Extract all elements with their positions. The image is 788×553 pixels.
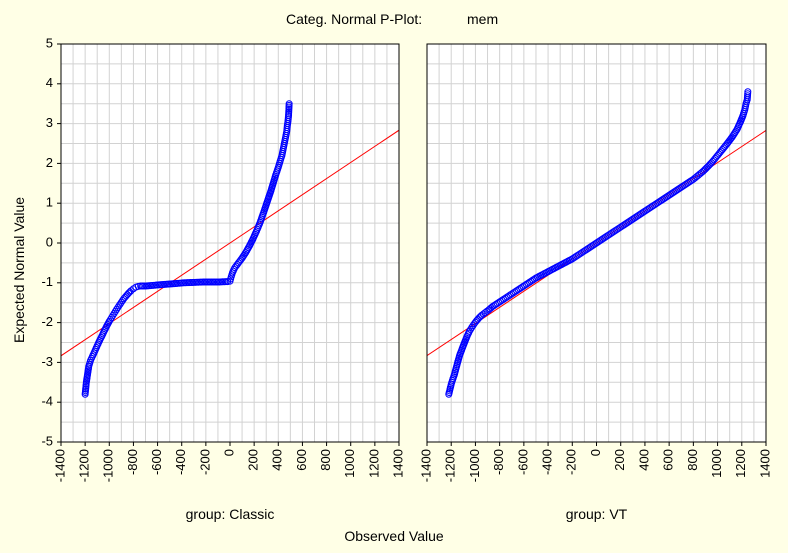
x-tick-label: -1000 — [467, 449, 482, 482]
x-tick-label: 1200 — [366, 449, 381, 478]
y-tick-label: -5 — [41, 433, 53, 448]
data-point — [700, 166, 708, 174]
panel-label: group: VT — [566, 506, 628, 522]
x-tick-label: -1000 — [101, 449, 116, 482]
x-tick-label: 400 — [636, 449, 651, 471]
data-point — [475, 314, 483, 322]
x-tick-label: 1000 — [342, 449, 357, 478]
x-tick-label: -1400 — [52, 449, 67, 482]
panels-group: -1400 -1200 -1000 -800 -600 -400 -200 0 200 400 60… — [41, 35, 772, 522]
data-point — [125, 289, 133, 297]
data-point — [468, 323, 476, 331]
y-tick-label: -1 — [41, 274, 53, 289]
y-tick-label: 5 — [46, 35, 53, 50]
x-tick-label: -200 — [197, 449, 212, 475]
chart-variable: mem — [467, 11, 498, 27]
panel-label: group: Classic — [186, 506, 275, 522]
reference-line — [61, 129, 399, 357]
data-point — [115, 302, 123, 310]
y-tick-label: 0 — [46, 234, 53, 249]
data-point — [114, 304, 122, 312]
x-tick-label: 1200 — [733, 449, 748, 478]
x-tick-label: -600 — [149, 449, 164, 475]
x-tick-label: 1000 — [709, 449, 724, 478]
data-point — [285, 100, 293, 108]
x-tick-label: 0 — [221, 449, 236, 456]
x-tick-label: 600 — [661, 449, 676, 471]
x-tick-label: 200 — [246, 449, 261, 471]
x-tick-label: -1200 — [77, 449, 92, 482]
x-tick-label: -400 — [173, 449, 188, 475]
x-tick-label: 1400 — [390, 449, 405, 478]
x-tick-label: -400 — [540, 449, 555, 475]
panel-2: -1400 -1200 -1000 -800 -600 -400 -200 0 200 400 60… — [418, 43, 772, 522]
x-tick-label: -1200 — [443, 449, 458, 482]
y-tick-label: -3 — [41, 354, 53, 369]
data-point — [113, 305, 121, 313]
x-tick-label: 1400 — [757, 449, 772, 478]
data-point — [701, 165, 709, 173]
x-tick-label: 800 — [318, 449, 333, 471]
plot-content — [61, 100, 399, 398]
y-tick-label: -2 — [41, 314, 53, 329]
y-tick-label: 4 — [46, 75, 53, 90]
y-axis-label: Expected Normal Value — [11, 197, 27, 343]
x-tick-label: -600 — [515, 449, 530, 475]
x-tick-label: 400 — [270, 449, 285, 471]
data-point — [116, 300, 124, 308]
x-tick-label: -800 — [491, 449, 506, 475]
y-tick-label: 3 — [46, 115, 53, 130]
chart-title: Categ. Normal P-Plot: — [286, 11, 422, 27]
data-point — [117, 298, 125, 306]
x-tick-label: 0 — [588, 449, 603, 456]
y-tick-label: 2 — [46, 155, 53, 170]
panel-1: -1400 -1200 -1000 -800 -600 -400 -200 0 200 400 60… — [41, 35, 405, 522]
y-tick-label: 1 — [46, 195, 53, 210]
x-tick-label: -1400 — [418, 449, 433, 482]
x-tick-label: -800 — [125, 449, 140, 475]
y-tick-label: -4 — [41, 394, 53, 409]
x-tick-label: 600 — [294, 449, 309, 471]
x-tick-label: 800 — [685, 449, 700, 471]
x-tick-label: 200 — [612, 449, 627, 471]
data-point — [744, 88, 752, 96]
x-tick-label: -200 — [564, 449, 579, 475]
plot-content — [427, 88, 766, 398]
data-point — [699, 167, 707, 175]
x-axis-label: Observed Value — [344, 528, 444, 544]
